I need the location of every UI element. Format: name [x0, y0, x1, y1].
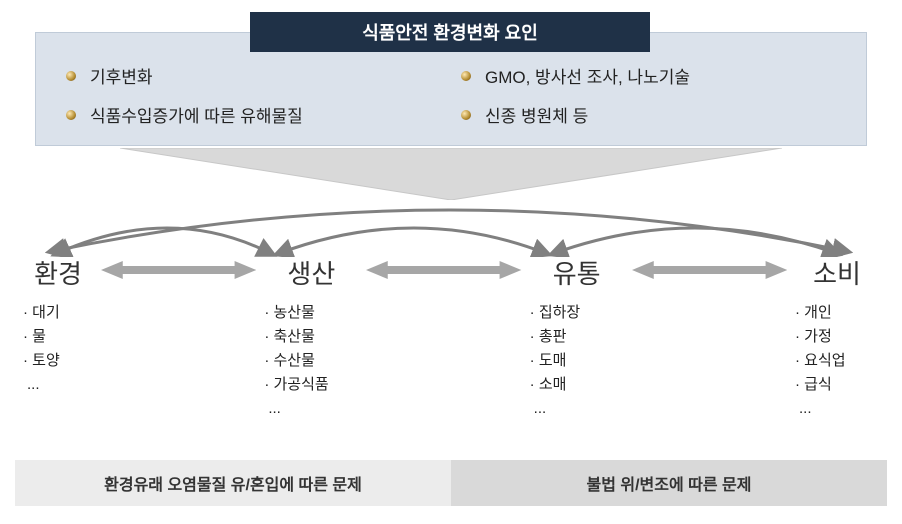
curved-arrows	[15, 195, 887, 257]
bottom-text-right: 불법 위/변조에 따른 문제	[587, 471, 752, 495]
factor-item: GMO, 방사선 조사, 나노기술	[461, 63, 836, 88]
factor-item: 신종 병원체 등	[461, 102, 836, 127]
bottom-text-left: 환경유래 오염물질 유/혼입에 따른 문제	[104, 471, 362, 495]
bottom-row: 환경유래 오염물질 유/혼입에 따른 문제 불법 위/변조에 따른 문제	[15, 460, 887, 506]
factor-text: GMO, 방사선 조사, 나노기술	[485, 63, 690, 88]
ellipsis: ...	[23, 376, 40, 393]
stage-list: 농산물 축산물 수산물 가공식품 ...	[256, 301, 328, 421]
ellipsis: ...	[795, 400, 812, 417]
bottom-box-right: 불법 위/변조에 따른 문제	[451, 460, 887, 506]
list-item: 개인	[795, 301, 846, 325]
title-text: 식품안전 환경변화 요인	[362, 19, 538, 45]
factor-item: 기후변화	[66, 63, 441, 88]
stage-label: 소비	[787, 254, 887, 291]
list-item: 소매	[530, 373, 581, 397]
bottom-box-left: 환경유래 오염물질 유/혼입에 따른 문제	[15, 460, 451, 506]
double-arrow-icon	[632, 254, 787, 284]
double-arrow-icon	[366, 254, 521, 284]
stage-dist: 유통 집하장 총판 도매 소매 ...	[522, 254, 632, 421]
stage-prod: 생산 농산물 축산물 수산물 가공식품 ...	[256, 254, 366, 421]
factors-col-left: 기후변화 식품수입증가에 따른 유해물질	[66, 63, 441, 141]
stage-label: 유통	[522, 254, 632, 291]
factor-item: 식품수입증가에 따른 유해물질	[66, 102, 441, 127]
list-item: 요식업	[795, 349, 846, 373]
stages-row: 환경 대기 물 토양 ... 생산 농산물 축산물 수산물 가공식품 ... 유…	[15, 254, 887, 421]
stage-label: 환경	[15, 254, 101, 291]
list-item: 수산물	[264, 349, 328, 373]
list-item: 가공식품	[264, 373, 328, 397]
factors-columns: 기후변화 식품수입증가에 따른 유해물질 GMO, 방사선 조사, 나노기술 신…	[66, 63, 836, 141]
bullet-icon	[461, 71, 471, 81]
list-item: 가정	[795, 325, 846, 349]
list-item: 농산물	[264, 301, 328, 325]
factor-text: 기후변화	[90, 63, 153, 88]
factors-col-right: GMO, 방사선 조사, 나노기술 신종 병원체 등	[461, 63, 836, 141]
ellipsis: ...	[530, 400, 547, 417]
list-item: 총판	[530, 325, 581, 349]
stage-list: 개인 가정 요식업 급식 ...	[787, 301, 846, 421]
big-down-arrow-icon	[120, 148, 782, 200]
double-arrow-icon	[101, 254, 256, 284]
stage-list: 집하장 총판 도매 소매 ...	[522, 301, 581, 421]
list-item: 토양	[23, 349, 60, 373]
factor-text: 신종 병원체 등	[485, 102, 588, 127]
list-item: 집하장	[530, 301, 581, 325]
bullet-icon	[461, 110, 471, 120]
list-item: 물	[23, 325, 60, 349]
factor-text: 식품수입증가에 따른 유해물질	[90, 102, 303, 127]
stage-label: 생산	[256, 254, 366, 291]
list-item: 축산물	[264, 325, 328, 349]
bullet-icon	[66, 110, 76, 120]
bullet-icon	[66, 71, 76, 81]
stage-env: 환경 대기 물 토양 ...	[15, 254, 101, 397]
list-item: 급식	[795, 373, 846, 397]
stage-cons: 소비 개인 가정 요식업 급식 ...	[787, 254, 887, 421]
list-item: 도매	[530, 349, 581, 373]
title-box: 식품안전 환경변화 요인	[250, 12, 650, 52]
stage-list: 대기 물 토양 ...	[15, 301, 60, 397]
list-item: 대기	[23, 301, 60, 325]
ellipsis: ...	[264, 400, 281, 417]
